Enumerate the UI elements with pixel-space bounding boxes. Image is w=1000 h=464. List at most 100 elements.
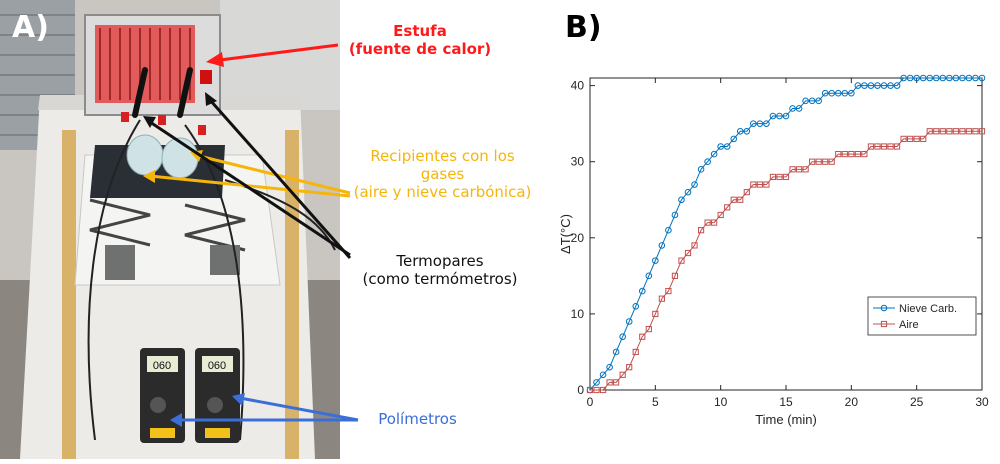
data-point (802, 166, 809, 173)
data-point (887, 82, 894, 89)
y-tick-label: 40 (571, 79, 585, 93)
wall (220, 0, 340, 110)
data-point (750, 181, 757, 188)
data-point (946, 74, 953, 82)
data-point (854, 82, 862, 89)
annotation-containers-line1: Recipientes con los (370, 147, 515, 165)
y-tick-label: 0 (577, 383, 584, 397)
legend-marker (880, 304, 888, 312)
thermocouple-probes (132, 67, 193, 118)
temperature-chart: 0 5 10 15 20 25 30 0 10 20 30 40 Time (min) ΔT(°C) Nie… (558, 74, 989, 427)
data-point (809, 158, 816, 165)
data-point (593, 386, 600, 394)
data-point (724, 204, 731, 211)
data-point (756, 120, 764, 127)
data-point (828, 89, 836, 97)
data-point (822, 158, 829, 165)
data-point (763, 120, 770, 127)
ruler-right (285, 130, 299, 459)
annotation-containers-line3: (aire y nieve carbónica) (353, 183, 532, 201)
data-point (920, 135, 927, 142)
y-tick-label: 10 (571, 307, 585, 321)
data-point (861, 150, 868, 158)
meter-reading-left: 060 (153, 360, 171, 372)
data-point (717, 143, 724, 150)
data-point (821, 89, 829, 97)
data-point (795, 166, 803, 173)
x-tick-label: 10 (714, 395, 728, 409)
setup-photo: 060 060 (0, 0, 359, 459)
data-point (743, 189, 750, 196)
data-point (952, 128, 959, 135)
panel-letter-b: B) (565, 10, 602, 45)
data-point (671, 272, 679, 279)
data-point (723, 143, 731, 150)
data-point (965, 128, 973, 135)
data-point (599, 386, 607, 394)
annotation-thermocouples: Termopares (como termómetros) (345, 252, 535, 288)
data-point (828, 158, 835, 165)
data-point (697, 227, 705, 234)
data-point (750, 120, 757, 127)
annotation-containers: Recipientes con los gases (aire y nieve … (335, 147, 550, 201)
annotation-heater: Estufa (fuente de calor) (330, 22, 510, 58)
data-point (730, 196, 737, 203)
panel-letter-a: A) (12, 10, 49, 45)
data-point (684, 188, 692, 196)
data-point (730, 135, 738, 143)
data-point (619, 371, 626, 378)
data-point (632, 302, 640, 310)
series-line-1 (590, 130, 982, 391)
data-point (711, 219, 718, 226)
data-point (926, 74, 934, 82)
data-point (893, 82, 901, 89)
plot-area (589, 77, 983, 391)
data-point (606, 379, 613, 386)
data-point (736, 127, 744, 135)
legend-marker (880, 320, 888, 328)
data-point (926, 128, 933, 135)
data-point (874, 82, 881, 89)
x-tick-label: 5 (652, 395, 659, 409)
data-point (717, 211, 724, 219)
data-point (841, 150, 848, 158)
x-tick-label: 15 (779, 395, 793, 409)
data-point (782, 112, 790, 120)
data-point (586, 386, 594, 394)
ruler-left (62, 130, 76, 459)
data-point (913, 74, 920, 82)
data-point (906, 74, 914, 82)
data-point (959, 74, 966, 82)
panel-a: 060 060 A) Estufa (fuente de calor) (0, 0, 550, 459)
data-point (841, 89, 849, 97)
annotation-multimeters: Polímetros (378, 410, 457, 428)
data-point (704, 158, 711, 166)
data-point (959, 128, 966, 135)
data-point (880, 82, 888, 89)
data-point (776, 173, 783, 181)
data-point (671, 211, 679, 219)
data-point (769, 173, 777, 181)
data-point (782, 173, 790, 181)
data-point (808, 97, 816, 105)
heater-switch (200, 70, 212, 84)
data-point (932, 74, 940, 82)
arrow-multimeters (180, 396, 359, 422)
data-point (737, 196, 744, 203)
data-point (652, 310, 659, 318)
data-point (691, 181, 698, 188)
annotation-heater-line1: Estufa (393, 22, 447, 40)
data-point (658, 295, 665, 302)
data-point (645, 326, 652, 333)
data-point (678, 257, 685, 264)
arrow-thermocouples (149, 99, 352, 259)
x-axis-label: Time (min) (755, 412, 817, 427)
annotation-containers-line2: gases (420, 165, 465, 183)
data-point (691, 242, 698, 249)
x-tick-label: 30 (975, 395, 989, 409)
data-point (887, 143, 894, 150)
data-point (815, 158, 822, 165)
data-point (625, 318, 633, 325)
series-line-0 (589, 77, 982, 391)
data-point (619, 333, 626, 341)
